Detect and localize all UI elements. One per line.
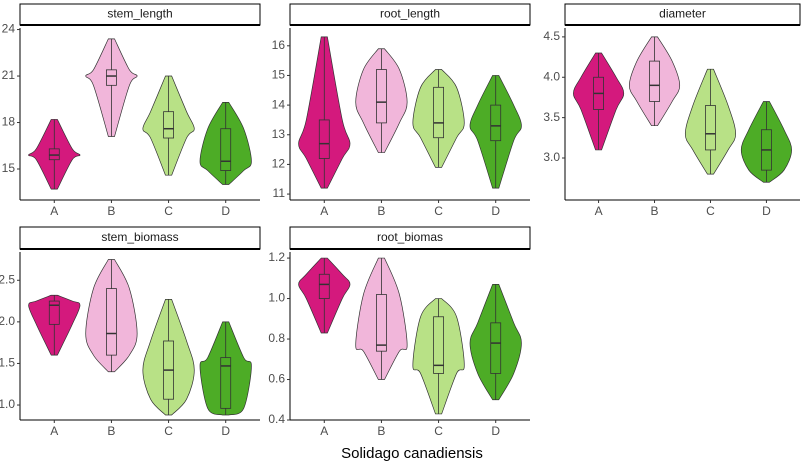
y-tick-label: 2.0 [0,314,15,328]
violin [199,102,252,185]
y-tick-label: 4.5 [543,29,560,43]
y-tick-label: 1.5 [0,356,15,370]
box [376,69,387,124]
x-tick-label: C [164,424,173,438]
x-tick-label: C [164,204,173,218]
violin [469,284,522,401]
y-tick-label: 4.0 [543,69,560,83]
box [705,105,716,151]
y-tick-label: 15 [2,161,16,175]
box [220,357,232,409]
box [376,294,387,352]
x-tick-label: B [107,424,115,438]
x-tick-label: C [434,424,443,438]
box [490,104,502,142]
facet-title: stem_biomass [101,230,178,244]
violin [28,119,81,190]
box [106,69,117,86]
y-tick-label: 3.0 [543,150,560,164]
box [433,86,444,139]
y-tick-label: 2.5 [0,272,15,286]
x-tick-label: B [377,424,385,438]
y-tick-label: 1.0 [0,397,15,411]
violin [85,259,138,373]
y-tick-label: 18 [2,115,16,129]
box [433,316,444,374]
y-tick-label: 15 [272,68,286,82]
violin [628,36,681,127]
x-tick-label: D [762,204,771,218]
x-tick-label: A [320,424,328,438]
y-tick-label: 24 [2,22,16,36]
y-tick-label: 0.4 [268,412,285,426]
y-tick-label: 3.5 [543,110,560,124]
box [318,119,330,159]
x-tick-label: C [706,204,715,218]
x-tick-label: D [491,424,500,438]
x-tick-label: B [651,204,659,218]
violin [469,75,522,189]
violin [412,298,465,415]
y-tick-label: 1.2 [268,250,285,264]
box [490,322,502,374]
violin [199,321,252,416]
x-tick-label: C [434,204,443,218]
y-tick-label: 14 [272,97,286,111]
y-tick-label: 1.0 [268,291,285,305]
violin [142,299,195,416]
violin [298,257,351,334]
x-tick-label: A [50,424,58,438]
x-tick-label: A [595,204,603,218]
box [163,111,174,139]
violin [355,48,408,153]
violin [142,75,195,176]
x-tick-label: B [107,204,115,218]
facet-title: root_length [380,7,440,21]
x-tick-label: D [491,204,500,218]
y-tick-label: 13 [272,127,286,141]
y-tick-label: 16 [272,38,286,52]
x-tick-label: D [221,424,230,438]
x-tick-label: D [221,204,230,218]
facet-title: diameter [659,7,706,21]
violin [740,101,792,183]
facet-title: stem_length [107,7,172,21]
y-tick-label: 0.6 [268,372,285,386]
box [48,300,60,325]
y-tick-label: 11 [273,186,286,200]
facet-title: root_biomas [377,230,443,244]
x-tick-label: B [377,204,385,218]
box [48,148,60,161]
box [106,288,117,356]
y-tick-label: 0.8 [268,331,285,345]
y-tick-label: 21 [2,68,16,82]
violin [573,52,625,151]
violin [684,68,737,175]
box [649,60,660,102]
x-tick-label: A [320,204,328,218]
violin [412,69,465,168]
y-tick-label: 12 [272,157,286,171]
x-tick-label: A [50,204,58,218]
violin [355,257,408,380]
box [220,128,232,171]
box [318,273,330,299]
x-axis-label: Solidago canadiensis [341,445,483,462]
